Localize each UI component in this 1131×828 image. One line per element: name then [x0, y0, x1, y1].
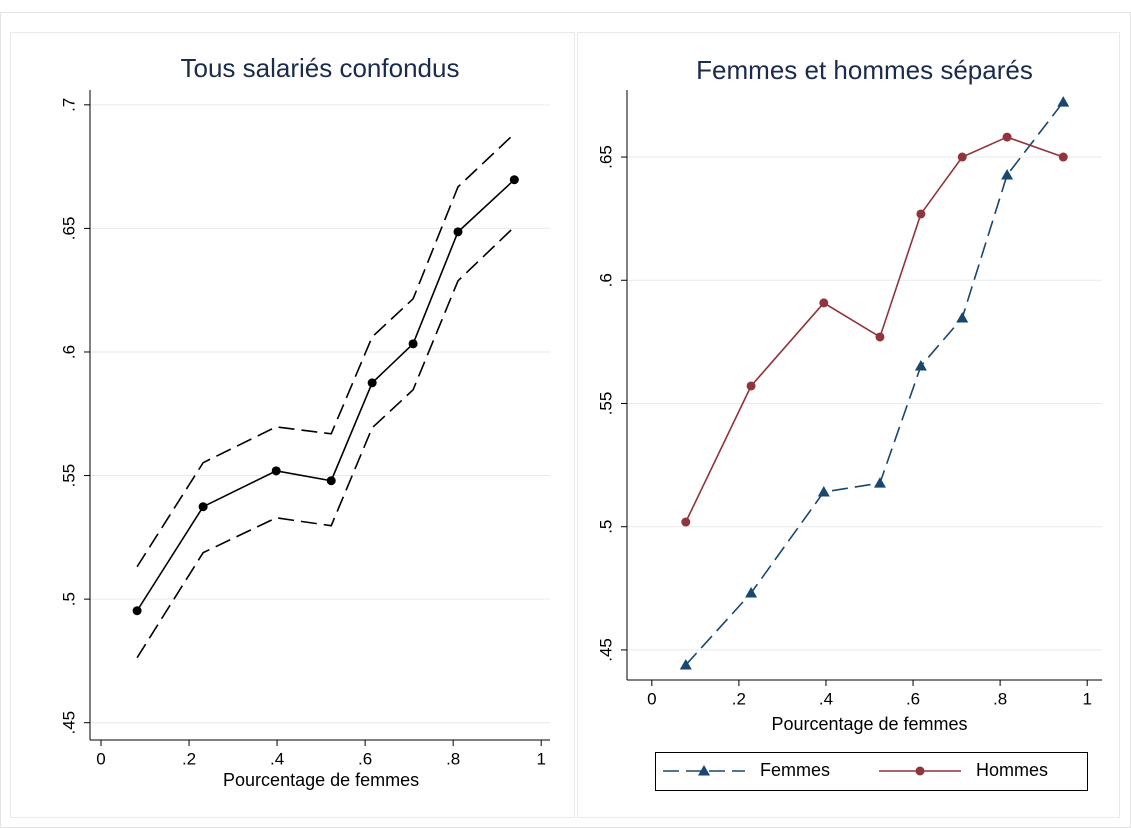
marker — [367, 378, 377, 388]
series-line — [685, 136, 1064, 523]
y-tick-label: .5 — [596, 520, 615, 534]
legend-label: Femmes — [760, 760, 830, 780]
panel-frame — [577, 32, 1120, 818]
legend-marker — [698, 765, 710, 776]
x-tick-label: .4 — [819, 689, 833, 708]
x-tick-label: .2 — [182, 749, 196, 768]
x-tick-label: .2 — [732, 689, 746, 708]
y-tick-label: .45 — [59, 711, 78, 735]
y-tick-label: .55 — [59, 464, 78, 488]
marker — [271, 466, 281, 476]
marker — [679, 658, 692, 670]
y-tick-label: .6 — [59, 345, 78, 359]
x-tick-label: .6 — [906, 689, 920, 708]
marker — [956, 311, 969, 323]
chart-title: Femmes et hommes séparés — [696, 55, 1033, 85]
y-tick-label: .65 — [596, 145, 615, 169]
y-tick-label: .6 — [596, 273, 615, 287]
x-tick-label: 0 — [96, 749, 105, 768]
series-line — [136, 133, 515, 568]
marker — [1002, 132, 1012, 142]
x-tick-label: 1 — [536, 749, 545, 768]
y-tick-label: .55 — [596, 392, 615, 416]
x-tick-label: .4 — [270, 749, 284, 768]
y-tick-label: .5 — [59, 592, 78, 606]
marker — [819, 298, 829, 308]
marker — [408, 339, 418, 349]
marker — [1057, 96, 1070, 107]
marker — [453, 227, 463, 237]
x-tick-label: .8 — [993, 689, 1007, 708]
series-line — [136, 226, 515, 659]
marker — [914, 360, 927, 371]
x-tick-label: .6 — [358, 749, 372, 768]
marker — [509, 175, 519, 185]
y-tick-label: .7 — [59, 98, 78, 112]
marker — [957, 152, 967, 162]
marker — [746, 381, 756, 391]
series-line — [685, 101, 1064, 666]
y-tick-label: .65 — [59, 217, 78, 241]
marker — [875, 332, 885, 342]
marker — [132, 606, 142, 616]
marker — [326, 476, 336, 486]
marker — [198, 502, 208, 512]
chart-title: Tous salariés confondus — [181, 53, 460, 83]
x-tick-label: .8 — [446, 749, 460, 768]
marker — [817, 485, 830, 497]
x-axis-label: Pourcentage de femmes — [223, 770, 419, 790]
marker — [1058, 152, 1068, 162]
legend-box — [655, 752, 1088, 791]
marker — [681, 517, 691, 527]
x-tick-label: 1 — [1082, 689, 1091, 708]
marker — [745, 587, 758, 598]
panel-frame — [10, 32, 575, 818]
marker — [916, 209, 926, 219]
marker — [1001, 169, 1014, 180]
marker — [873, 477, 886, 488]
x-axis-label: Pourcentage de femmes — [771, 714, 967, 734]
legend-marker — [915, 766, 925, 776]
y-tick-label: .45 — [596, 638, 615, 662]
legend-label: Hommes — [976, 760, 1048, 780]
series-line — [136, 179, 515, 612]
x-tick-label: 0 — [647, 689, 656, 708]
